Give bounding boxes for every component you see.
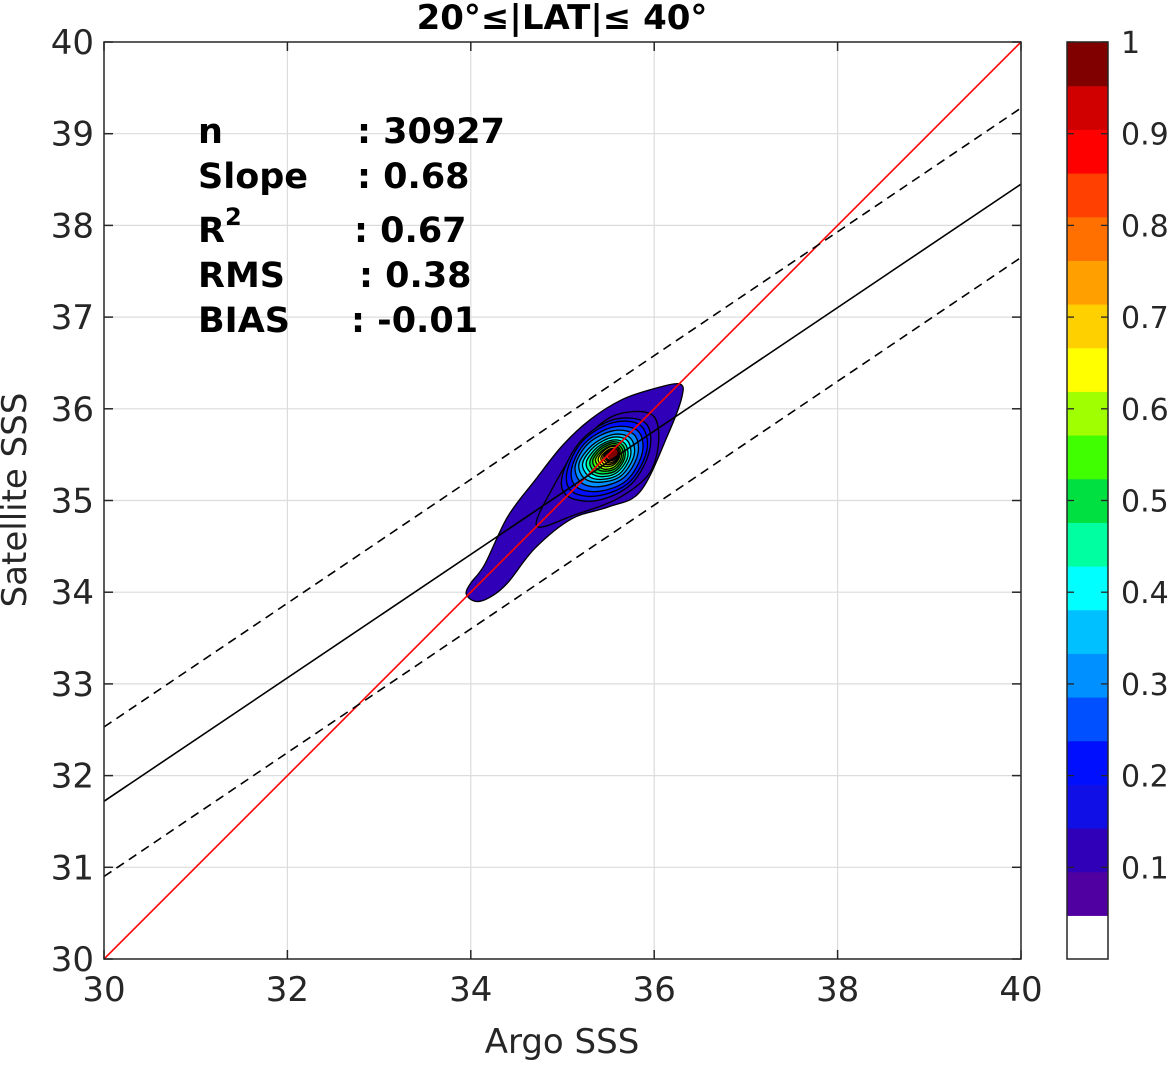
y-tick-label: 32 [51, 757, 94, 797]
colorbar-segment [1067, 435, 1108, 480]
stat-r2-superscript: 2 [225, 203, 242, 231]
y-axis-label: Satellite SSS [0, 393, 35, 608]
stat-bias-label: BIAS [198, 301, 290, 341]
y-tick-label: 37 [51, 298, 94, 338]
regression-rms-line [104, 256, 1021, 878]
regression+rms-line [104, 107, 1021, 728]
colorbar-segment [1067, 566, 1108, 611]
colorbar-tick-label: 0.7 [1121, 301, 1169, 336]
colorbar-segment [1067, 173, 1108, 218]
x-tick-label: 36 [633, 970, 676, 1010]
stat-r2-label: R2 [198, 203, 242, 251]
colorbar-segment [1067, 740, 1108, 785]
chart-title: 20°≤|LAT|≤ 40° [417, 0, 708, 38]
y-tick-label: 33 [51, 665, 94, 705]
stat-n-value: : 30927 [357, 112, 505, 152]
colorbar-segment [1067, 42, 1108, 87]
colorbar-segment [1067, 828, 1108, 873]
axis-ticks: 30 32 34 36 38 40 30 31 32 33 34 35 36 37 38 39 40 [51, 23, 1043, 1010]
y-tick-label: 31 [51, 848, 94, 888]
y-tick-label: 38 [51, 206, 94, 246]
x-tick-label: 40 [999, 970, 1042, 1010]
colorbar-segment [1067, 391, 1108, 436]
stat-slope-value: : 0.68 [357, 157, 470, 197]
y-tick-label: 36 [51, 390, 94, 430]
one-to-one-line [104, 42, 1021, 959]
y-tick-label: 30 [51, 940, 94, 980]
colorbar-tick-label: 0.1 [1121, 851, 1169, 886]
colorbar-tick-label: 0.8 [1121, 209, 1169, 244]
stat-rms-value: : 0.38 [359, 256, 472, 296]
colorbar-tick-label: 0.3 [1121, 668, 1169, 703]
regression-line [104, 183, 1021, 802]
colorbar-tick-label: 1 [1121, 26, 1140, 61]
reference-lines [104, 42, 1021, 959]
colorbar-segment [1067, 609, 1108, 654]
colorbar-tick-label: 0.5 [1121, 485, 1169, 520]
colorbar-segment [1067, 85, 1108, 130]
y-tick-label: 35 [51, 482, 94, 522]
stat-r2-value: : 0.67 [354, 211, 467, 251]
stat-rms-label: RMS [198, 256, 285, 296]
x-tick-label: 38 [816, 970, 859, 1010]
colorbar-segment [1067, 216, 1108, 261]
x-tick-label: 34 [449, 970, 492, 1010]
colorbar-segment [1067, 915, 1108, 960]
y-tick-label: 39 [51, 115, 94, 155]
x-axis-label: Argo SSS [485, 1022, 640, 1062]
colorbar-tick-label: 0.4 [1121, 576, 1169, 611]
density-contours [465, 383, 684, 603]
stat-slope-label: Slope [198, 157, 308, 197]
y-tick-label: 34 [51, 573, 94, 613]
stat-r2-base: R [198, 211, 225, 251]
colorbar-segment [1067, 347, 1108, 392]
colorbar: 0.1 0.2 0.3 0.4 0.5 0.6 0.7 0.8 0.9 1 [1066, 26, 1169, 960]
colorbar-tick-label: 0.6 [1121, 393, 1169, 428]
colorbar-segment [1067, 784, 1108, 829]
stat-n-label: n [198, 112, 223, 152]
stats-box: n : 30927 Slope : 0.68 R2 : 0.67 RMS : 0… [198, 112, 505, 341]
y-tick-label: 40 [51, 23, 94, 63]
colorbar-segment [1067, 653, 1108, 698]
colorbar-segment [1067, 304, 1108, 349]
colorbar-segment [1067, 697, 1108, 742]
colorbar-segment [1067, 522, 1108, 567]
colorbar-tick-label: 0.2 [1121, 760, 1169, 795]
x-tick-label: 30 [82, 970, 125, 1010]
colorbar-segment [1067, 129, 1108, 174]
colorbar-tick-label: 0.9 [1121, 118, 1169, 153]
x-tick-label: 32 [266, 970, 309, 1010]
stat-bias-value: : -0.01 [351, 301, 478, 341]
colorbar-segment [1067, 871, 1108, 916]
grid [104, 42, 1021, 959]
colorbar-segment [1067, 260, 1108, 305]
